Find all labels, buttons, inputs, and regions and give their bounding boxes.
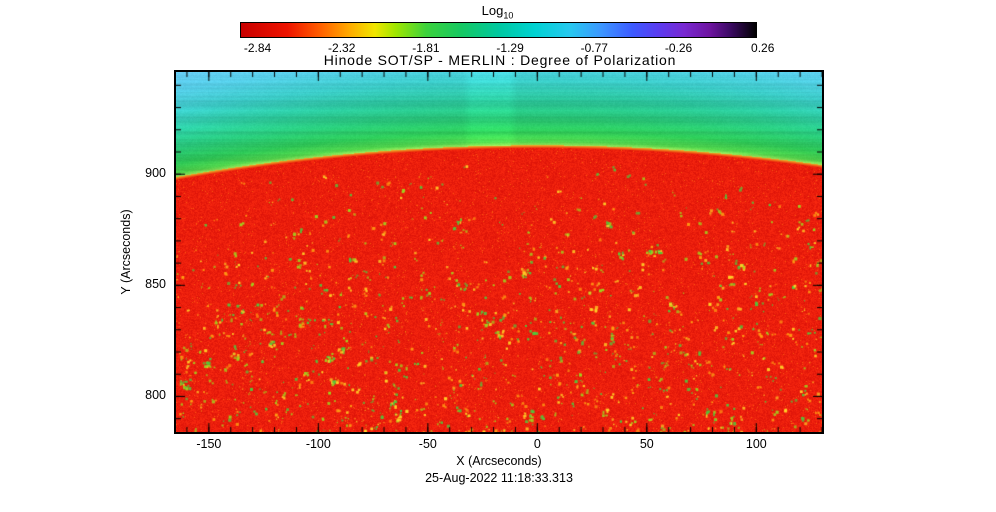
colorbar	[240, 22, 757, 38]
x-tick-label: 0	[533, 437, 541, 451]
colorbar-title-text: Log	[481, 3, 504, 18]
y-tick-label: 900	[145, 166, 166, 181]
colorbar-tick-label: -1.81	[412, 41, 440, 55]
colorbar-tick-label: -0.77	[580, 41, 608, 55]
y-axis-label: Y (Arcseconds)	[119, 209, 133, 295]
colorbar-tick-label: -2.32	[328, 41, 356, 55]
plot-frame	[174, 70, 824, 434]
colorbar-tick-label: -0.26	[664, 41, 693, 55]
y-tick-label: 850	[145, 277, 166, 292]
x-tick-label: -100	[305, 437, 331, 451]
colorbar-tick-label: -2.84	[243, 41, 272, 55]
colorbar-tick-label: -1.29	[496, 41, 524, 55]
y-tick-label: 800	[145, 388, 166, 403]
colorbar-tick-labels: -2.84 -2.32 -1.81 -1.29 -0.77 -0.26 0.26	[240, 41, 775, 56]
colorbar-title-subscript: 10	[503, 10, 514, 21]
timestamp-caption: 25-Aug-2022 11:18:33.313	[425, 471, 573, 485]
colorbar-title: Log10	[240, 3, 755, 21]
x-tick-label: 50	[639, 437, 654, 451]
plot-title: Hinode SOT/SP - MERLIN : Degree of Polar…	[323, 52, 677, 68]
colorbar-tick-label: 0.26	[751, 41, 775, 55]
x-tick-labels: -150 -100 -50 0 50 100	[176, 437, 822, 452]
x-tick-label: -50	[418, 437, 437, 451]
y-tick-labels: 800 850 900	[100, 72, 166, 432]
x-axis-label: X (Arcseconds)	[456, 454, 542, 468]
heatmap-canvas	[176, 72, 822, 432]
x-tick-label: -150	[196, 437, 222, 451]
x-tick-label: 100	[745, 437, 767, 451]
